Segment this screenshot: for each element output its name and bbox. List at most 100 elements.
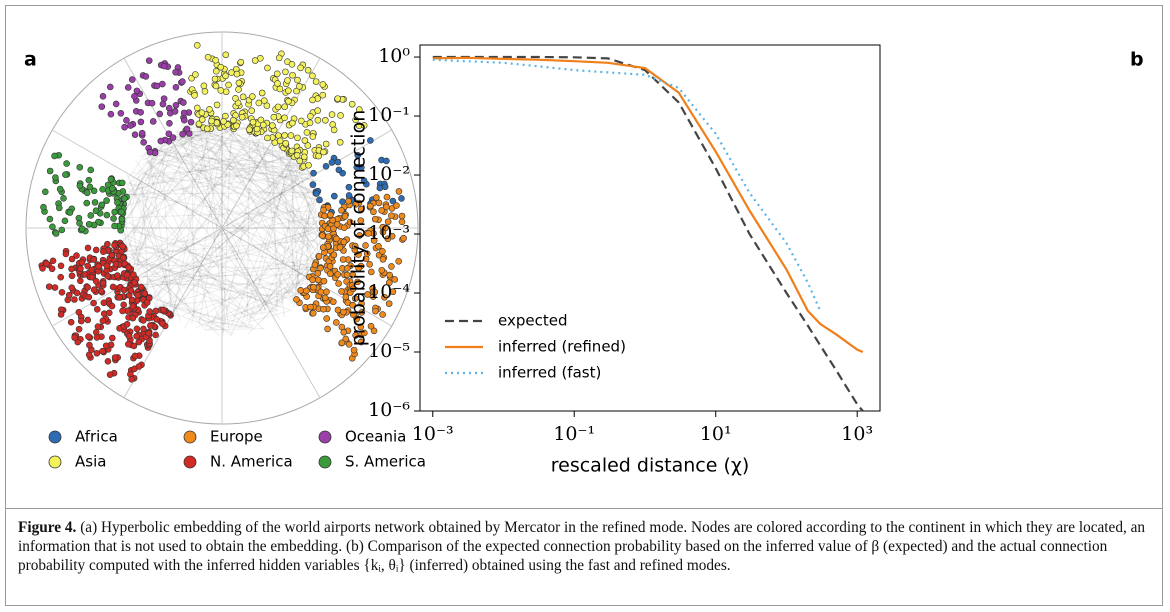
edge	[248, 310, 279, 316]
node	[130, 271, 137, 278]
node	[138, 129, 146, 137]
edge	[127, 174, 141, 200]
node	[133, 87, 141, 95]
edge	[237, 256, 321, 329]
edge	[120, 154, 166, 230]
node	[314, 116, 322, 124]
node	[293, 151, 301, 159]
node	[63, 160, 70, 167]
series-line	[432, 58, 822, 312]
edge	[212, 321, 248, 327]
node	[309, 133, 317, 140]
edge	[174, 146, 210, 321]
edge	[183, 163, 289, 330]
node	[169, 134, 177, 141]
panel-label: b	[1130, 49, 1144, 71]
edge	[304, 273, 307, 281]
node	[356, 232, 363, 239]
edge	[277, 142, 299, 294]
node	[319, 81, 327, 88]
edge	[222, 139, 260, 336]
edge	[122, 246, 252, 315]
node	[294, 76, 301, 84]
node	[99, 92, 107, 100]
edge	[143, 275, 234, 337]
edge	[252, 252, 314, 314]
edge	[137, 258, 313, 287]
node	[45, 283, 53, 290]
embedding	[25, 31, 419, 425]
node	[99, 279, 107, 287]
node	[111, 222, 118, 230]
node	[238, 113, 246, 121]
edge	[143, 126, 257, 288]
node	[179, 78, 186, 85]
edge	[160, 161, 300, 311]
node	[180, 109, 188, 117]
edge	[145, 227, 327, 283]
node	[353, 163, 361, 171]
edge	[157, 299, 226, 322]
legend-label: Oceania	[345, 428, 406, 446]
node	[358, 300, 365, 308]
node	[296, 83, 303, 90]
node	[62, 250, 70, 258]
edge	[185, 132, 319, 232]
node	[160, 306, 167, 314]
node	[120, 301, 127, 309]
edge	[133, 246, 207, 331]
node	[345, 197, 352, 205]
node	[383, 193, 391, 201]
node	[51, 152, 58, 160]
node	[111, 354, 119, 361]
node	[57, 262, 65, 270]
node	[350, 311, 357, 319]
node	[193, 104, 201, 112]
node	[378, 207, 385, 214]
node	[270, 113, 278, 121]
node	[288, 61, 296, 68]
node	[358, 309, 366, 316]
node	[58, 289, 66, 296]
edge	[132, 136, 194, 266]
node	[110, 215, 117, 222]
node	[304, 142, 312, 149]
node	[146, 148, 154, 156]
edge	[191, 137, 223, 325]
node	[350, 346, 358, 354]
node	[362, 242, 369, 249]
edge	[151, 145, 330, 243]
node	[239, 93, 247, 101]
edge	[299, 272, 303, 275]
legend-swatch	[48, 430, 62, 444]
edge	[131, 223, 291, 301]
edge	[166, 136, 314, 173]
node	[84, 316, 92, 324]
edge	[161, 158, 172, 308]
node	[330, 225, 337, 232]
edge	[197, 319, 253, 329]
node	[109, 185, 116, 192]
node	[119, 307, 126, 315]
node	[297, 286, 305, 294]
node	[307, 303, 314, 311]
edge	[241, 152, 295, 324]
edge	[288, 143, 300, 287]
node	[71, 296, 78, 303]
node	[213, 101, 221, 109]
node	[160, 62, 168, 70]
node	[222, 51, 230, 59]
node	[137, 283, 145, 291]
node	[86, 183, 94, 191]
node	[146, 308, 153, 315]
edge	[203, 136, 300, 306]
node	[87, 212, 95, 219]
node	[370, 327, 378, 335]
node	[141, 290, 149, 297]
node	[336, 138, 344, 146]
node	[39, 265, 46, 272]
edge	[229, 179, 315, 338]
node	[152, 331, 159, 339]
node	[112, 100, 120, 108]
node	[193, 42, 201, 49]
